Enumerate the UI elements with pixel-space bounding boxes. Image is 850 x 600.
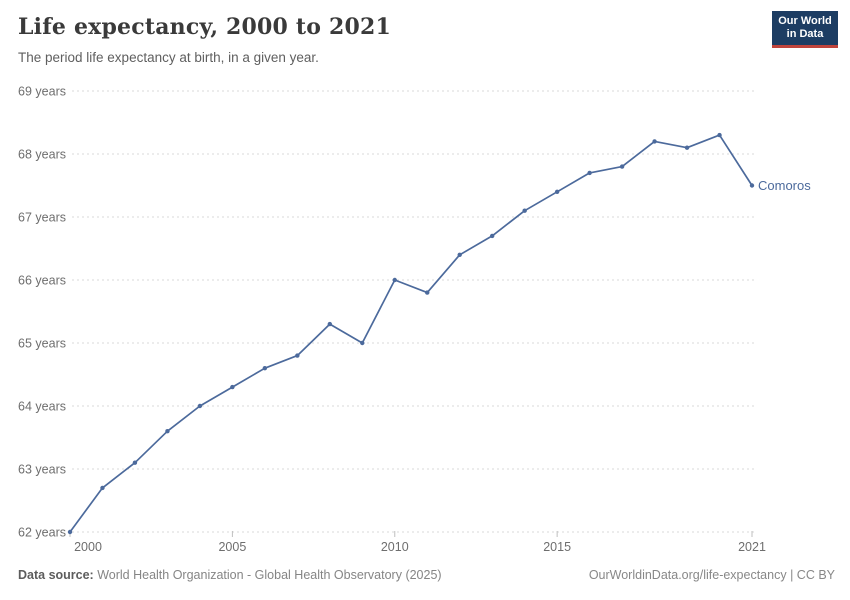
data-point-marker <box>392 277 397 283</box>
page-subtitle: The period life expectancy at birth, in … <box>18 50 319 65</box>
series-line <box>69 134 753 533</box>
y-tick-label: 67 years <box>18 211 66 225</box>
entity-label: Comoros <box>758 178 811 193</box>
data-point-marker <box>67 529 73 535</box>
data-point-marker <box>100 485 105 491</box>
data-point-marker <box>684 145 690 150</box>
x-tick-label: 2005 <box>218 540 246 554</box>
data-point-marker <box>489 233 495 239</box>
datasource-value: World Health Organization - Global Healt… <box>93 568 442 582</box>
data-point-marker <box>457 252 462 257</box>
data-point-marker <box>230 384 235 390</box>
x-tick-label: 2000 <box>74 540 102 554</box>
data-point-marker <box>425 290 430 295</box>
y-tick-label: 65 years <box>18 337 66 351</box>
data-point-marker <box>327 321 333 327</box>
y-tick-label: 69 years <box>18 85 66 99</box>
x-tick-label: 2021 <box>738 540 766 554</box>
x-tick-label: 2010 <box>381 540 409 554</box>
owid-logo-text-line1: Our World <box>778 15 832 27</box>
data-point-marker <box>587 170 592 176</box>
data-point-marker <box>619 164 625 169</box>
data-point-marker <box>165 429 170 434</box>
data-point-marker <box>749 183 755 188</box>
x-tick-label: 2015 <box>543 540 571 554</box>
footer-attribution: OurWorldinData.org/life-expectancy | CC … <box>589 568 835 582</box>
data-point-marker <box>295 353 300 358</box>
datasource-label: Data source: <box>18 568 94 582</box>
line-chart-canvas: 62 years 63 years 64 years 65 years 66 years… <box>18 85 811 555</box>
owid-logo-text-line2: in Data <box>786 28 824 40</box>
y-tick-label: 63 years <box>18 463 66 477</box>
data-point-marker <box>262 366 268 371</box>
y-tick-label: 62 years <box>18 526 66 540</box>
page-title: Life expectancy, 2000 to 2021 <box>18 14 392 40</box>
y-tick-label: 66 years <box>18 274 66 288</box>
data-point-marker <box>652 139 657 144</box>
y-tick-label: 68 years <box>18 148 66 162</box>
data-point-marker <box>132 460 138 465</box>
data-point-marker <box>554 189 560 194</box>
data-point-marker <box>717 132 722 138</box>
license-text: | CC BY <box>786 568 835 582</box>
y-tick-label: 64 years <box>18 400 66 414</box>
chart-footer: Data source: World Health Organization -… <box>18 568 835 582</box>
data-point-marker <box>197 403 203 409</box>
data-point-marker <box>522 208 527 213</box>
datasource-note: Data source: World Health Organization -… <box>18 568 442 582</box>
data-point-marker <box>360 340 365 346</box>
owid-logo[interactable]: Our World in Data <box>772 11 838 48</box>
owid-url-link[interactable]: OurWorldinData.org/life-expectancy <box>588 568 787 582</box>
